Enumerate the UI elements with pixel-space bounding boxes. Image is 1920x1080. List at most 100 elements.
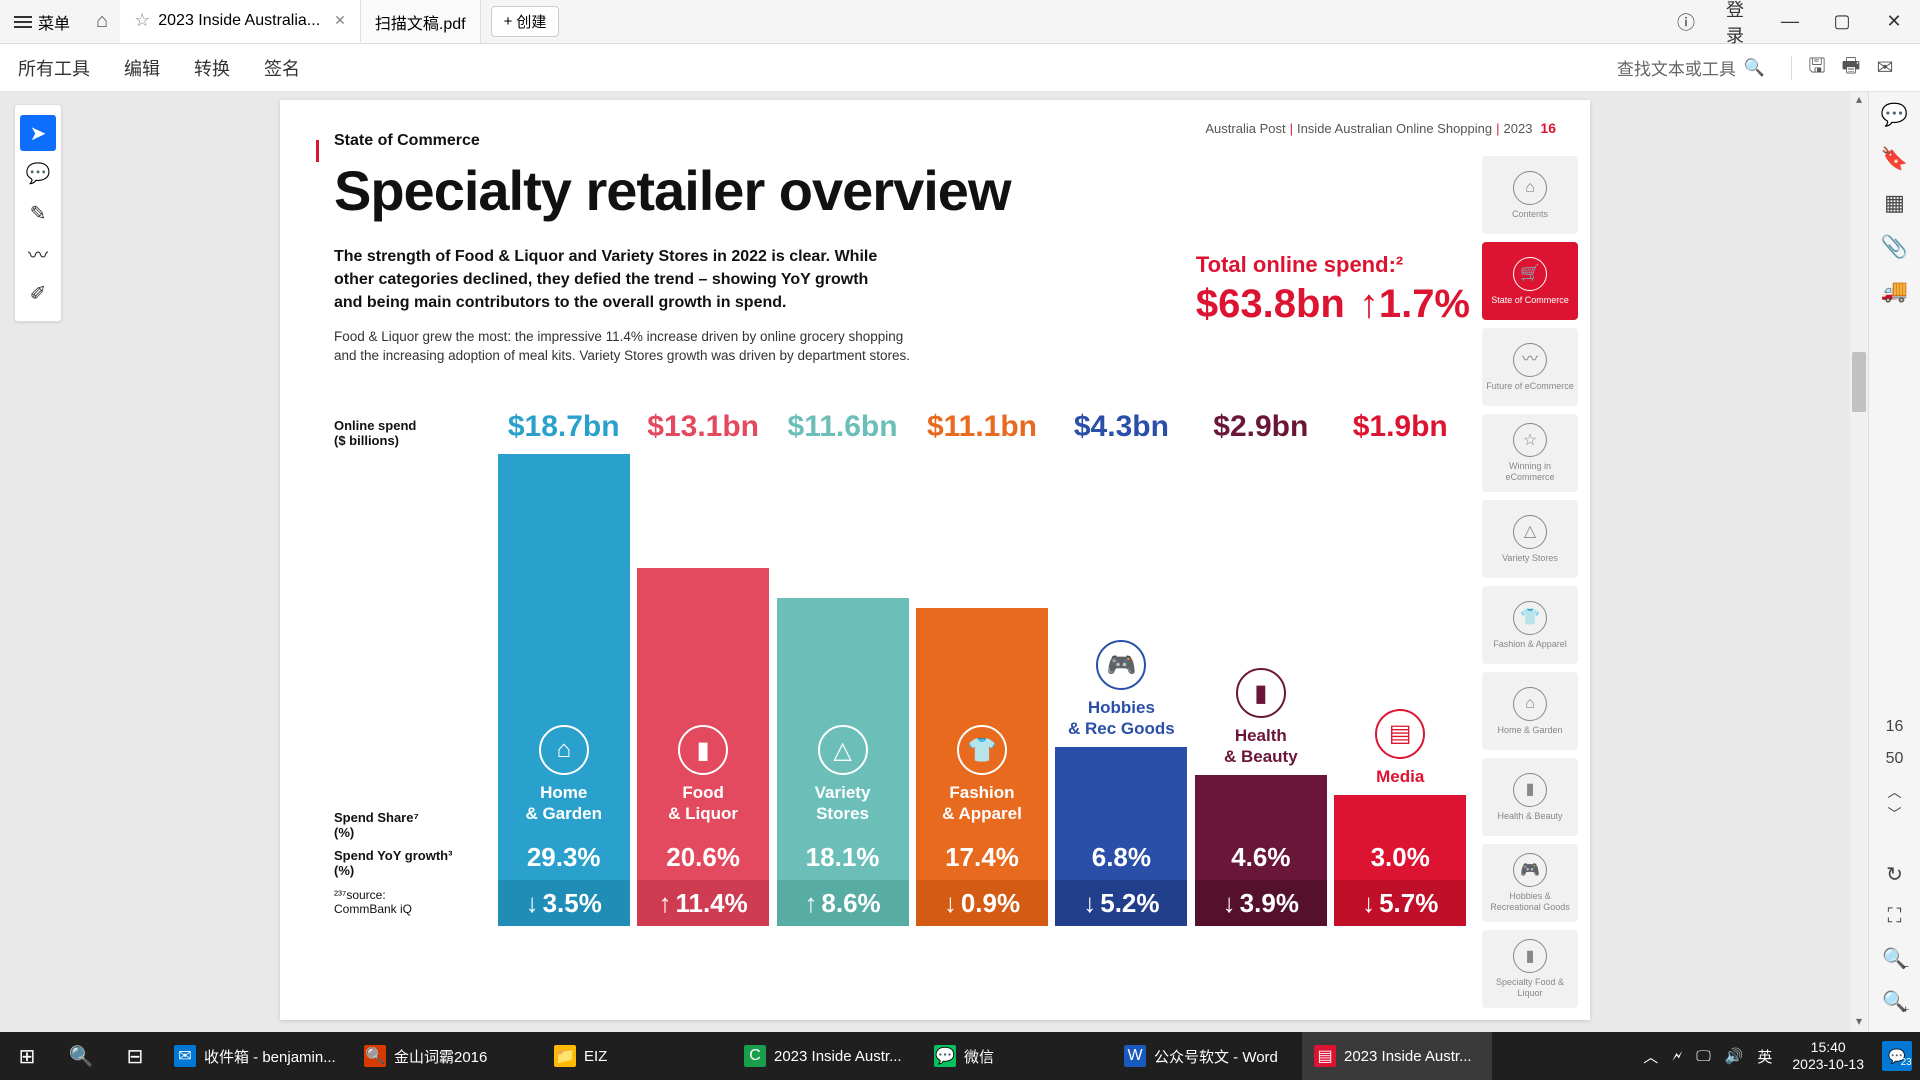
spend-value: $11.1bn: [927, 410, 1037, 444]
taskbar-item[interactable]: 🔍金山词霸2016: [352, 1032, 542, 1080]
start-button[interactable]: ⊞: [0, 1032, 54, 1080]
convert-button[interactable]: 转换: [194, 55, 230, 81]
share-icon[interactable]: ✉: [1868, 55, 1902, 80]
spend-value: $1.9bn: [1353, 410, 1448, 444]
new-tab-button[interactable]: +创建: [491, 6, 560, 37]
page-content: State of Commerce Specialty retailer ove…: [334, 132, 1470, 366]
scrollbar-thumb[interactable]: [1852, 352, 1866, 412]
system-tray: ︿ 🗲 🖵 🔊 英: [1633, 1046, 1782, 1067]
taskbar-item[interactable]: W公众号软文 - Word: [1112, 1032, 1302, 1080]
taskbar-item[interactable]: ✉收件箱 - benjamin...: [162, 1032, 352, 1080]
nav-thumb[interactable]: 👕Fashion & Apparel: [1482, 586, 1578, 664]
sub-paragraph: Food & Liquor grew the most: the impress…: [334, 327, 914, 366]
bar-wrap: 🎮 Hobbies& Rec Goods: [1055, 454, 1187, 834]
network-icon[interactable]: 🖵: [1696, 1048, 1710, 1065]
chat-panel-icon[interactable]: 💬: [1881, 102, 1908, 128]
hamburger-icon: [14, 21, 32, 23]
spend-value: $2.9bn: [1213, 410, 1308, 444]
search-icon: 🔍: [1744, 58, 1765, 78]
nav-thumb[interactable]: ⌂Home & Garden: [1482, 672, 1578, 750]
page-down-arrow[interactable]: ﹀: [1887, 804, 1901, 824]
minimize-button[interactable]: —: [1764, 0, 1816, 43]
export-panel-icon[interactable]: 🚚: [1881, 278, 1908, 304]
search-button[interactable]: 🔍: [54, 1032, 108, 1080]
taskbar-item[interactable]: ▤2023 Inside Austr...: [1302, 1032, 1492, 1080]
growth-label: Spend YoY growth³ (%): [334, 848, 452, 878]
nav-thumb[interactable]: △Variety Stores: [1482, 500, 1578, 578]
close-icon[interactable]: ✕: [334, 12, 346, 29]
notification-center[interactable]: 💬23: [1882, 1041, 1912, 1071]
taskbar-item[interactable]: 📁EIZ: [542, 1032, 732, 1080]
comment-tool[interactable]: 💬: [20, 155, 56, 191]
tab-2[interactable]: 扫描文稿.pdf: [361, 0, 481, 43]
menu-label: 菜单: [38, 10, 70, 34]
nav-thumb[interactable]: ⌂Contents: [1482, 156, 1578, 234]
category-label: Hobbies& Rec Goods: [1068, 698, 1175, 747]
bar: [1055, 747, 1187, 834]
volume-icon[interactable]: 🔊: [1725, 1047, 1744, 1065]
task-view-button[interactable]: ⊟: [108, 1032, 162, 1080]
clock[interactable]: 15:40 2023-10-13: [1782, 1039, 1874, 1073]
refresh-icon[interactable]: ↻: [1886, 862, 1903, 887]
zoom-in-icon[interactable]: 🔍+: [1882, 989, 1907, 1014]
nav-thumb[interactable]: 🎮Hobbies & Recreational Goods: [1482, 844, 1578, 922]
close-window-button[interactable]: ✕: [1868, 0, 1920, 43]
fit-page-icon[interactable]: ⛶: [1888, 905, 1902, 928]
ime-indicator[interactable]: 英: [1757, 1046, 1772, 1067]
zoom-out-icon[interactable]: 🔍−: [1882, 946, 1907, 971]
scroll-up-arrow[interactable]: ▴: [1850, 92, 1868, 110]
main-area: ➤ 💬 ✎ 〰 ✐ ▴ ▾ 💬 🔖 ▦ 📎 🚚 16 50 ︿ ﹀ ↻ ⛶ 🔍−…: [0, 92, 1920, 1032]
chart-column: $18.7bn ⌂ Home& Garden 29.3% ↓3.5%: [494, 410, 633, 1000]
attach-panel-icon[interactable]: 📎: [1881, 234, 1908, 260]
current-page-number[interactable]: 16: [1886, 718, 1904, 736]
help-icon[interactable]: ⓘ: [1660, 0, 1712, 43]
login-button[interactable]: 登录: [1712, 0, 1764, 43]
maximize-button[interactable]: ▢: [1816, 0, 1868, 43]
print-icon[interactable]: 🖶: [1834, 51, 1868, 85]
taskbar-item[interactable]: C2023 Inside Austr...: [732, 1032, 922, 1080]
grid-panel-icon[interactable]: ▦: [1884, 190, 1905, 216]
nav-thumb[interactable]: ▮Health & Beauty: [1482, 758, 1578, 836]
scroll-down-arrow[interactable]: ▾: [1850, 1014, 1868, 1032]
edit-button[interactable]: 编辑: [124, 55, 160, 81]
sign-button[interactable]: 签名: [264, 55, 300, 81]
tray-expand-icon[interactable]: ︿: [1643, 1046, 1658, 1067]
taskbar-item-label: EIZ: [584, 1048, 607, 1065]
chart-column: $2.9bn ▮ Health& Beauty 4.6% ↓3.9%: [1191, 410, 1330, 1000]
taskbar-app-icon: ▤: [1314, 1045, 1336, 1067]
category-icon: ▮: [1236, 668, 1286, 718]
nav-thumb-icon: ⌂: [1513, 171, 1547, 205]
taskbar-app-icon: C: [744, 1045, 766, 1067]
taskbar-item[interactable]: 💬微信: [922, 1032, 1112, 1080]
share-cell: 20.6%: [637, 834, 769, 880]
nav-thumb[interactable]: 〰Future of eCommerce: [1482, 328, 1578, 406]
zoom-controls: ↻ ⛶ 🔍− 🔍+: [1882, 862, 1907, 1032]
bar-label-above: ▮ Health& Beauty: [1195, 668, 1327, 775]
nav-thumb-icon: ⌂: [1513, 687, 1547, 721]
share-cell: 29.3%: [498, 834, 630, 880]
nav-thumb[interactable]: 🛒State of Commerce: [1482, 242, 1578, 320]
select-tool[interactable]: ➤: [20, 115, 56, 151]
growth-cell: ↑8.6%: [777, 880, 909, 926]
windows-taskbar: ⊞ 🔍 ⊟ ✉收件箱 - benjamin...🔍金山词霸2016📁EIZC20…: [0, 1032, 1920, 1080]
save-icon[interactable]: 🖫: [1800, 51, 1834, 85]
nav-thumb-label: Fashion & Apparel: [1493, 639, 1567, 650]
highlight-tool[interactable]: ✎: [20, 195, 56, 231]
app-menu-button[interactable]: 菜单: [0, 0, 84, 43]
growth-cell: ↑11.4%: [637, 880, 769, 926]
home-button[interactable]: ⌂: [84, 10, 120, 33]
page-up-arrow[interactable]: ︿: [1887, 782, 1901, 802]
battery-icon[interactable]: 🗲: [1672, 1048, 1682, 1065]
bookmark-panel-icon[interactable]: 🔖: [1881, 146, 1908, 172]
nav-thumb[interactable]: ☆Winning in eCommerce: [1482, 414, 1578, 492]
nav-thumb[interactable]: ▮Specialty Food & Liquor: [1482, 930, 1578, 1008]
find-text-tools[interactable]: 查找文本或工具🔍: [1617, 55, 1765, 80]
bar: [1195, 775, 1327, 834]
all-tools-button[interactable]: 所有工具: [18, 55, 90, 81]
vertical-scrollbar[interactable]: ▴ ▾: [1850, 92, 1868, 1032]
stamp-tool[interactable]: ✐: [20, 275, 56, 311]
draw-tool[interactable]: 〰: [20, 235, 56, 271]
taskbar-item-label: 金山词霸2016: [394, 1046, 487, 1067]
bar-wrap: ▤ Media: [1334, 454, 1466, 834]
tab-active[interactable]: ☆ 2023 Inside Australia... ✕: [120, 0, 361, 43]
